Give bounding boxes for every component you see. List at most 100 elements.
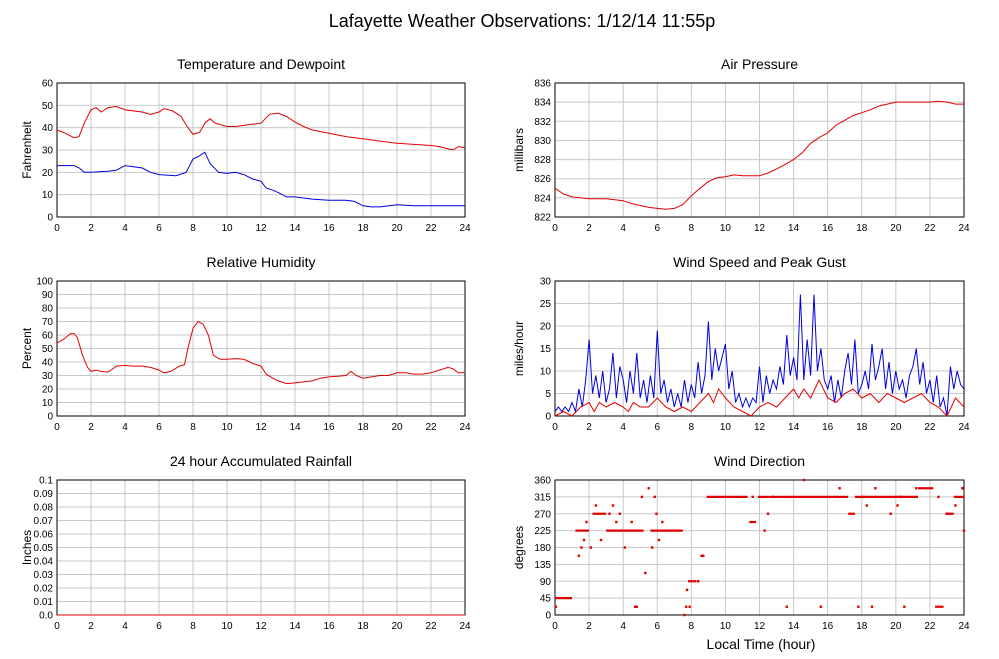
temp-x-tick-label-0: 0 xyxy=(54,223,60,234)
pressure-x-tick-label-9: 18 xyxy=(856,223,868,234)
direction-direction-point-44 xyxy=(889,512,892,515)
humidity-y-tick-label-1: 10 xyxy=(42,398,54,409)
temp-x-tick-label-8: 16 xyxy=(323,223,335,234)
humidity-x-tick-label-1: 2 xyxy=(88,422,94,433)
direction-x-tick-label-11: 22 xyxy=(924,621,936,632)
direction-direction-point-47 xyxy=(903,605,906,608)
wind-x-tick-label-4: 8 xyxy=(689,422,695,433)
humidity-plot-frame xyxy=(56,280,466,417)
direction-x-tick-label-0: 0 xyxy=(552,621,558,632)
wind-x-tick-label-6: 12 xyxy=(754,422,766,433)
pressure-x-tick-label-2: 4 xyxy=(620,223,626,234)
temp-y-tick-label-0: 0 xyxy=(47,213,53,224)
pressure-x-tick-label-7: 14 xyxy=(788,223,800,234)
rain-y-tick-label-5: 0.05 xyxy=(34,543,54,554)
pressure-x-tick-label-8: 16 xyxy=(822,223,834,234)
rain-x-tick-label-0: 0 xyxy=(54,621,60,632)
page-title: Lafayette Weather Observations: 1/12/14 … xyxy=(329,11,716,31)
direction-direction-point-45 xyxy=(896,504,899,507)
humidity-y-tick-label-8: 80 xyxy=(42,304,54,315)
direction-direction-point-53 xyxy=(962,529,966,532)
direction-x-tick-label-12: 24 xyxy=(958,621,970,632)
direction-direction-point-49 xyxy=(937,495,940,499)
temp-x-tick-label-5: 10 xyxy=(221,223,233,234)
pressure-series-line-0 xyxy=(554,100,964,210)
direction-direction-point-26 xyxy=(685,588,689,592)
direction-direction-point-5 xyxy=(589,546,592,549)
temp-y-tick-label-3: 30 xyxy=(42,146,54,157)
humidity-x-tick-label-6: 12 xyxy=(255,422,267,433)
pressure-y-tick-label-6: 834 xyxy=(534,98,551,109)
direction-x-tick-label-7: 14 xyxy=(788,621,800,632)
temp-x-tick-label-3: 6 xyxy=(156,223,162,234)
wind-x-tick-label-1: 2 xyxy=(586,422,592,433)
humidity-y-tick-label-7: 70 xyxy=(42,317,54,328)
humidity-x-tick-label-9: 18 xyxy=(357,422,369,433)
rain-y-tick-label-3: 0.03 xyxy=(34,570,54,581)
wind-y-tick-label-6: 30 xyxy=(540,277,552,288)
direction-direction-point-46 xyxy=(899,495,903,499)
direction-x-tick-label-10: 20 xyxy=(890,621,902,632)
wind-y-tick-label-2: 10 xyxy=(540,367,552,378)
humidity-x-tick-label-2: 4 xyxy=(122,422,128,433)
wind-x-tick-label-7: 14 xyxy=(788,422,800,433)
direction-y-tick-label-6: 270 xyxy=(534,509,551,520)
direction-direction-point-0 xyxy=(554,605,558,608)
direction-direction-point-12 xyxy=(623,546,627,549)
pressure-y-axis-label: millibars xyxy=(512,128,526,172)
direction-y-tick-label-4: 180 xyxy=(534,543,551,554)
direction-direction-point-33 xyxy=(766,512,770,515)
wind-y-tick-label-4: 20 xyxy=(540,322,552,333)
pressure-y-tick-label-3: 828 xyxy=(534,155,551,166)
humidity-y-axis-label: Percent xyxy=(20,327,34,369)
direction-x-tick-label-6: 12 xyxy=(754,621,766,632)
humidity-x-tick-label-4: 8 xyxy=(190,422,196,433)
temp-y-tick-label-5: 50 xyxy=(42,101,54,112)
rain-x-tick-label-4: 8 xyxy=(190,621,196,632)
rain-y-tick-label-9: 0.09 xyxy=(34,489,54,500)
rain-x-tick-label-7: 14 xyxy=(289,621,301,632)
temp-plot-frame xyxy=(56,82,466,218)
temp-y-tick-label-4: 40 xyxy=(42,123,54,134)
direction-y-tick-label-0: 0 xyxy=(545,611,551,622)
direction-direction-point-9 xyxy=(611,504,615,507)
temp-x-tick-label-4: 8 xyxy=(190,223,196,234)
direction-direction-point-21 xyxy=(655,512,658,515)
pressure-y-tick-label-0: 822 xyxy=(534,213,551,224)
wind-y-tick-label-3: 15 xyxy=(540,344,552,355)
direction-direction-point-14 xyxy=(633,605,637,608)
humidity-y-tick-label-3: 30 xyxy=(42,371,54,382)
pressure-x-tick-label-3: 6 xyxy=(654,223,660,234)
direction-direction-point-6 xyxy=(594,504,598,507)
pressure-x-tick-label-10: 20 xyxy=(890,223,902,234)
rain-y-tick-label-7: 0.07 xyxy=(34,516,54,527)
direction-direction-point-10 xyxy=(615,520,618,524)
humidity-x-tick-label-3: 6 xyxy=(156,422,162,433)
humidity-x-tick-label-11: 22 xyxy=(425,422,437,433)
humidity-y-tick-label-2: 20 xyxy=(42,385,54,396)
rain-x-tick-label-3: 6 xyxy=(156,621,162,632)
pressure-plot-frame xyxy=(554,82,965,218)
wind-y-axis-label: miles/hour xyxy=(512,321,526,376)
rain-y-tick-label-1: 0.01 xyxy=(34,597,54,608)
direction-y-tick-label-1: 45 xyxy=(540,594,552,605)
wind-series-line-0 xyxy=(554,294,965,417)
humidity-x-tick-label-5: 10 xyxy=(221,422,233,433)
temp-x-tick-label-12: 24 xyxy=(459,223,471,234)
direction-direction-point-7 xyxy=(599,538,603,542)
direction-direction-point-27 xyxy=(688,605,691,608)
wind-x-tick-label-9: 18 xyxy=(856,422,868,433)
temp-chart-title: Temperature and Dewpoint xyxy=(177,56,345,72)
humidity-x-tick-label-12: 24 xyxy=(459,422,471,433)
pressure-x-tick-label-12: 24 xyxy=(958,223,970,234)
rain-y-tick-label-6: 0.06 xyxy=(34,530,54,541)
humidity-y-tick-label-6: 60 xyxy=(42,331,54,342)
rain-x-tick-label-5: 10 xyxy=(221,621,233,632)
wind-y-tick-label-0: 0 xyxy=(545,412,551,423)
temp-series-line-1 xyxy=(57,151,465,208)
humidity-y-tick-label-0: 0 xyxy=(47,412,53,423)
humidity-x-tick-label-10: 20 xyxy=(391,422,403,433)
temp-x-tick-label-6: 12 xyxy=(255,223,267,234)
